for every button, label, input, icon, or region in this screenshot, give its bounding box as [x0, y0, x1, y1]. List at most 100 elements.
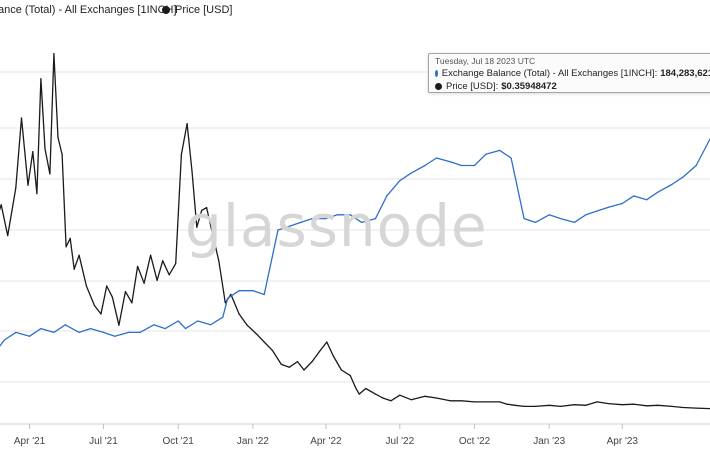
balance-point	[197, 320, 199, 322]
price-point	[65, 246, 67, 248]
price-point	[382, 397, 384, 399]
price-point	[332, 355, 334, 357]
price-point	[435, 397, 437, 399]
price-point	[211, 232, 213, 234]
balance-point	[435, 157, 437, 159]
balance-point	[128, 331, 130, 333]
price-point	[311, 361, 313, 363]
balance-point	[64, 324, 66, 326]
balance-point	[460, 164, 463, 167]
x-tick-label: Jul '21	[89, 436, 118, 447]
price-point	[230, 293, 232, 295]
balance-point	[449, 161, 451, 163]
price-point	[124, 291, 126, 293]
price-point	[460, 400, 463, 402]
series-price	[0, 52, 710, 410]
price-point	[131, 302, 133, 304]
balance-point	[78, 331, 80, 333]
price-point	[162, 260, 164, 262]
price-point	[85, 285, 87, 287]
price-point	[238, 313, 240, 315]
balance-point	[184, 328, 187, 330]
price-point	[100, 313, 102, 315]
x-tick-label: Jan '22	[237, 436, 269, 447]
price-point	[27, 184, 29, 186]
price-point	[175, 263, 177, 265]
balance-point	[325, 218, 327, 220]
price-point	[288, 366, 290, 368]
balance-point	[399, 180, 401, 182]
balance-point	[548, 214, 550, 216]
chart-series	[0, 52, 710, 410]
price-point	[61, 153, 63, 155]
price-point	[548, 404, 550, 406]
balance-point	[164, 328, 166, 330]
legend-price-label: Price [USD]	[175, 4, 233, 16]
gridlines	[0, 71, 710, 383]
x-tick-label: Apr '22	[310, 436, 342, 447]
price-point	[326, 341, 328, 343]
price-point	[156, 279, 158, 281]
balance-point	[646, 199, 648, 201]
tooltip-balance-dot-icon	[435, 70, 438, 77]
balance-point	[410, 172, 412, 174]
balance-point	[386, 195, 388, 197]
tooltip-row-price: Price [USD]: $0.35948472	[435, 80, 710, 93]
balance-point	[153, 324, 155, 326]
price-point	[49, 173, 51, 175]
price-point	[69, 237, 71, 239]
balance-line	[0, 138, 710, 347]
price-point	[36, 193, 38, 195]
balance-point	[424, 164, 426, 167]
tooltip-balance-value: 184,283,621.1	[660, 68, 710, 79]
price-point	[573, 404, 576, 406]
balance-point	[682, 176, 684, 178]
balance-point	[573, 221, 576, 223]
legend-balance-label: ance (Total) - All Exchanges [1INCH]	[0, 4, 177, 16]
price-point	[111, 296, 113, 298]
price-point	[224, 302, 226, 304]
balance-point	[607, 206, 610, 208]
price-point	[201, 209, 203, 211]
balance-point	[349, 214, 351, 216]
price-point	[390, 400, 392, 402]
price-point	[271, 349, 273, 351]
price-point	[44, 148, 46, 150]
price-point	[180, 153, 182, 155]
chart-tooltip: Tuesday, Jul 18 2023 UTC Exchange Balanc…	[428, 53, 710, 93]
price-point	[143, 282, 145, 284]
balance-point	[585, 214, 587, 216]
price-point	[349, 375, 351, 377]
price-point	[263, 341, 265, 343]
balance-point	[114, 335, 116, 337]
price-point	[246, 324, 248, 326]
x-tick-label: Jan '23	[533, 436, 565, 447]
price-point	[150, 254, 152, 256]
x-tick-label: Jul '22	[386, 436, 415, 447]
price-point	[15, 187, 17, 189]
tooltip-price-dot-icon	[435, 83, 442, 90]
legend-item-balance[interactable]: ance (Total) - All Exchanges [1INCH]	[0, 0, 177, 20]
price-point	[695, 407, 697, 409]
balance-point	[288, 225, 290, 227]
balance-point	[499, 149, 501, 151]
balance-point	[671, 183, 673, 186]
price-point	[78, 254, 80, 256]
chart-legend: ance (Total) - All Exchanges [1INCH] Pri…	[0, 0, 710, 20]
balance-point	[510, 157, 512, 159]
balance-point	[40, 328, 42, 330]
balance-point	[263, 293, 265, 296]
legend-item-price[interactable]: Price [USD]	[162, 0, 232, 20]
balance-point	[485, 153, 487, 155]
price-point	[20, 117, 23, 119]
tooltip-price-label: Price [USD]:	[446, 81, 499, 92]
price-point	[218, 260, 220, 262]
price-point	[106, 285, 108, 287]
balance-point	[336, 214, 338, 216]
price-point	[523, 405, 525, 407]
price-point	[7, 235, 9, 237]
balance-point	[238, 290, 240, 292]
balance-point	[695, 164, 697, 167]
tooltip-balance-label: Exchange Balance (Total) - All Exchanges…	[441, 68, 658, 79]
price-point	[633, 403, 635, 405]
